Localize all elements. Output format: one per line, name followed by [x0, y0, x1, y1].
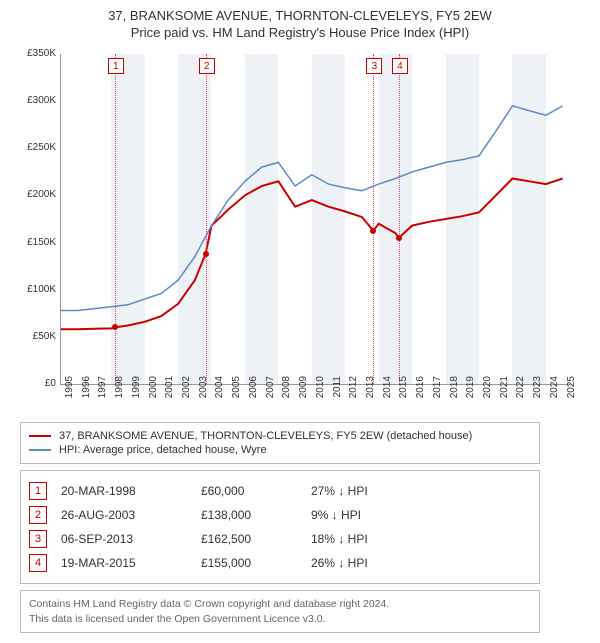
x-tick: 2012 — [348, 376, 359, 416]
x-tick: 2017 — [432, 376, 443, 416]
plot-area: 1 2 34 — [60, 54, 571, 385]
x-tick: 2001 — [164, 376, 175, 416]
legend-label: HPI: Average price, detached house, Wyre — [59, 444, 267, 456]
page: 37, BRANKSOME AVENUE, THORNTON-CLEVELEYS… — [0, 0, 600, 633]
legend-item: 37, BRANKSOME AVENUE, THORNTON-CLEVELEYS… — [29, 429, 531, 443]
y-tick: £50K — [20, 331, 56, 342]
legend: 37, BRANKSOME AVENUE, THORNTON-CLEVELEYS… — [20, 422, 540, 464]
x-tick: 2013 — [365, 376, 376, 416]
legend-item: HPI: Average price, detached house, Wyre — [29, 443, 531, 457]
x-tick: 2018 — [449, 376, 460, 416]
event-row: 1 20-MAR-1998£60,00027% ↓ HPI — [29, 479, 531, 503]
chart-title: 37, BRANKSOME AVENUE, THORNTON-CLEVELEYS… — [0, 8, 600, 23]
x-tick: 2019 — [465, 376, 476, 416]
x-tick: 2010 — [315, 376, 326, 416]
x-tick: 1996 — [81, 376, 92, 416]
event-diff: 18% ↓ HPI — [311, 532, 421, 546]
events-table: 1 20-MAR-1998£60,00027% ↓ HPI 2 26-AUG-2003… — [20, 470, 540, 584]
chart-subtitle: Price paid vs. HM Land Registry's House … — [0, 25, 600, 40]
event-index-box: 1 — [29, 482, 47, 500]
event-date: 20-MAR-1998 — [61, 484, 201, 498]
event-price: £155,000 — [201, 556, 311, 570]
x-tick: 2015 — [398, 376, 409, 416]
chart-svg — [61, 54, 571, 384]
legend-swatch — [29, 435, 51, 437]
event-row: 3 06-SEP-2013£162,50018% ↓ HPI — [29, 527, 531, 551]
x-tick: 1999 — [131, 376, 142, 416]
x-tick: 2021 — [499, 376, 510, 416]
x-tick: 2004 — [214, 376, 225, 416]
footer: Contains HM Land Registry data © Crown c… — [20, 590, 540, 633]
x-tick: 2008 — [281, 376, 292, 416]
sale-marker: 3 — [366, 58, 382, 74]
x-tick: 2003 — [198, 376, 209, 416]
y-tick: £200K — [20, 189, 56, 200]
event-date: 19-MAR-2015 — [61, 556, 201, 570]
sale-marker: 4 — [392, 58, 408, 74]
y-tick: £150K — [20, 237, 56, 248]
footer-line-2: This data is licensed under the Open Gov… — [29, 612, 531, 627]
x-tick: 2000 — [148, 376, 159, 416]
x-tick: 2005 — [231, 376, 242, 416]
x-tick: 2006 — [248, 376, 259, 416]
y-tick: £300K — [20, 95, 56, 106]
event-row: 2 26-AUG-2003£138,0009% ↓ HPI — [29, 503, 531, 527]
y-tick: £0 — [20, 378, 56, 389]
y-tick: £100K — [20, 284, 56, 295]
x-tick: 2011 — [332, 376, 343, 416]
x-tick: 2022 — [515, 376, 526, 416]
chart-area: £0 £50K £100K £150K £200K £250K £300K £350K 1 2 3… — [20, 44, 580, 414]
event-date: 26-AUG-2003 — [61, 508, 201, 522]
y-tick: £350K — [20, 48, 56, 59]
series-price_paid — [61, 179, 563, 330]
event-index-box: 3 — [29, 530, 47, 548]
event-diff: 26% ↓ HPI — [311, 556, 421, 570]
series-hpi — [61, 106, 563, 311]
event-index-box: 2 — [29, 506, 47, 524]
x-tick: 2007 — [265, 376, 276, 416]
event-diff: 27% ↓ HPI — [311, 484, 421, 498]
footer-line-1: Contains HM Land Registry data © Crown c… — [29, 597, 531, 612]
legend-swatch — [29, 449, 51, 451]
event-price: £60,000 — [201, 484, 311, 498]
event-row: 4 19-MAR-2015£155,00026% ↓ HPI — [29, 551, 531, 575]
event-diff: 9% ↓ HPI — [311, 508, 421, 522]
event-date: 06-SEP-2013 — [61, 532, 201, 546]
x-tick: 1998 — [114, 376, 125, 416]
chart-title-block: 37, BRANKSOME AVENUE, THORNTON-CLEVELEYS… — [0, 0, 600, 44]
x-tick: 1995 — [64, 376, 75, 416]
x-tick: 2024 — [549, 376, 560, 416]
legend-label: 37, BRANKSOME AVENUE, THORNTON-CLEVELEYS… — [59, 430, 472, 442]
sale-marker: 2 — [199, 58, 215, 74]
x-tick: 2016 — [415, 376, 426, 416]
x-tick: 2014 — [382, 376, 393, 416]
event-index-box: 4 — [29, 554, 47, 572]
x-tick: 1997 — [97, 376, 108, 416]
event-price: £162,500 — [201, 532, 311, 546]
x-tick: 2009 — [298, 376, 309, 416]
x-tick: 2020 — [482, 376, 493, 416]
x-tick: 2023 — [532, 376, 543, 416]
event-price: £138,000 — [201, 508, 311, 522]
x-tick: 2002 — [181, 376, 192, 416]
sale-marker: 1 — [108, 58, 124, 74]
x-tick: 2025 — [566, 376, 577, 416]
y-tick: £250K — [20, 142, 56, 153]
